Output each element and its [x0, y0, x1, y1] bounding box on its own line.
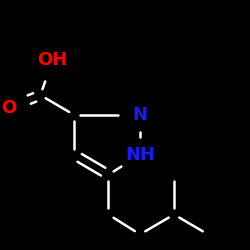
Text: N: N — [132, 106, 148, 124]
Text: O: O — [1, 98, 16, 116]
Text: NH: NH — [125, 146, 155, 164]
Text: OH: OH — [38, 51, 68, 69]
